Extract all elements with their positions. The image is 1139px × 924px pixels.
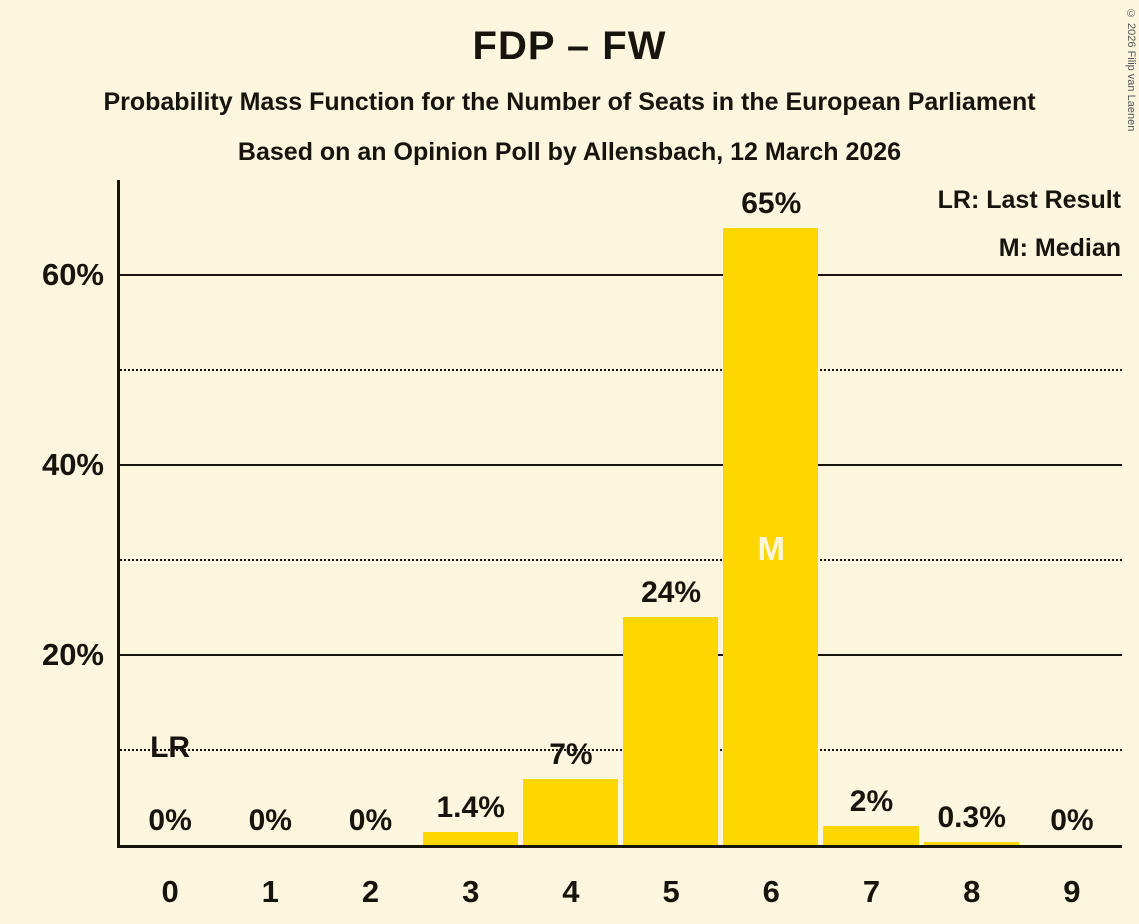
y-tick-label-40: 40% (41, 447, 104, 482)
bar-value-label-5: 24% (641, 576, 702, 609)
bar-value-label-2: 0% (348, 804, 393, 837)
legend-median: M: Median (998, 234, 1121, 262)
x-axis (117, 845, 1122, 848)
x-tick-label-6: 6 (762, 874, 780, 909)
x-tick-label-0: 0 (161, 874, 179, 909)
bar-value-label-9: 0% (1050, 804, 1094, 837)
bar-value-label-6: 65% (741, 186, 802, 220)
bar-value-label-7: 2% (849, 785, 894, 818)
legend-last-result: LR: Last Result (937, 186, 1121, 214)
x-tick-label-7: 7 (862, 874, 881, 909)
bar-seat-3 (422, 831, 518, 845)
bar-seat-8 (923, 842, 1019, 845)
x-tick-label-8: 8 (963, 874, 981, 909)
chart-subtitle: Probability Mass Function for the Number… (103, 88, 1036, 116)
chart-title: FDP – FW (472, 24, 667, 68)
bar-value-label-1: 0% (248, 804, 292, 837)
gridline-dotted-30 (120, 559, 1122, 561)
chart-source-line: Based on an Opinion Poll by Allensbach, … (237, 138, 902, 166)
y-axis (117, 180, 120, 848)
bar-value-label-0: 0% (148, 804, 192, 837)
bar-seat-6 (723, 227, 819, 845)
bar-seat-7 (823, 826, 919, 845)
x-tick-label-3: 3 (462, 874, 480, 909)
x-tick-label-2: 2 (361, 874, 380, 909)
last-result-marker: LR (150, 731, 191, 764)
y-tick-label-20: 20% (41, 637, 104, 672)
gridline-dotted-50 (120, 369, 1122, 371)
bar-seat-5 (623, 617, 719, 845)
x-tick-label-5: 5 (662, 874, 680, 909)
bar-value-label-4: 7% (549, 737, 593, 771)
bar-value-label-8: 0.3% (937, 801, 1006, 835)
y-tick-label-60: 60% (41, 257, 104, 292)
x-tick-label-9: 9 (1063, 874, 1081, 909)
gridline-20 (120, 654, 1122, 656)
gridline-dotted-10 (120, 749, 1122, 751)
copyright-note: © 2026 Filip van Laenen (1125, 8, 1137, 132)
median-marker: M (757, 529, 786, 567)
gridline-40 (120, 464, 1122, 466)
x-tick-label-1: 1 (261, 874, 279, 909)
x-tick-label-4: 4 (562, 874, 580, 909)
bar-value-label-3: 1.4% (436, 790, 505, 824)
gridline-60 (120, 274, 1122, 276)
bar-seat-4 (522, 778, 618, 845)
